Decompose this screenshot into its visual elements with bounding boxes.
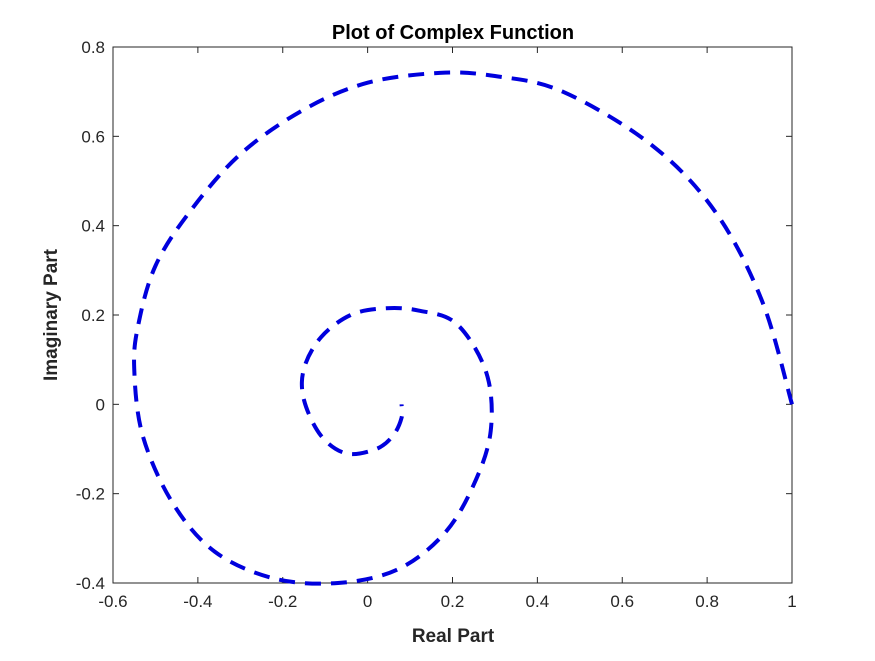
x-tick-label: -0.6: [98, 592, 127, 611]
x-tick-label: 1: [787, 592, 796, 611]
x-tick-label: 0.2: [441, 592, 465, 611]
x-tick-label: 0: [363, 592, 372, 611]
y-axis-title: Imaginary Part: [41, 248, 62, 381]
x-tick-label: -0.2: [268, 592, 297, 611]
x-tick-label: 0.8: [695, 592, 719, 611]
x-tick-label: 0.4: [526, 592, 550, 611]
y-tick-label: 0: [96, 395, 105, 414]
x-tick-label: 0.6: [610, 592, 634, 611]
plot-box: [112, 46, 793, 584]
y-tick-label: 0.4: [81, 217, 105, 236]
series-line-0: [132, 70, 794, 586]
y-tick-label: -0.2: [76, 485, 105, 504]
chart-title: Plot of Complex Function: [332, 22, 574, 44]
y-tick-label: 0.6: [81, 127, 105, 146]
y-tick-label: -0.4: [76, 574, 105, 593]
x-tick-label: -0.4: [183, 592, 212, 611]
x-axis-title: Real Part: [412, 626, 495, 647]
y-tick-label: 0.2: [81, 306, 105, 325]
y-tick-label: 0.8: [81, 38, 105, 57]
